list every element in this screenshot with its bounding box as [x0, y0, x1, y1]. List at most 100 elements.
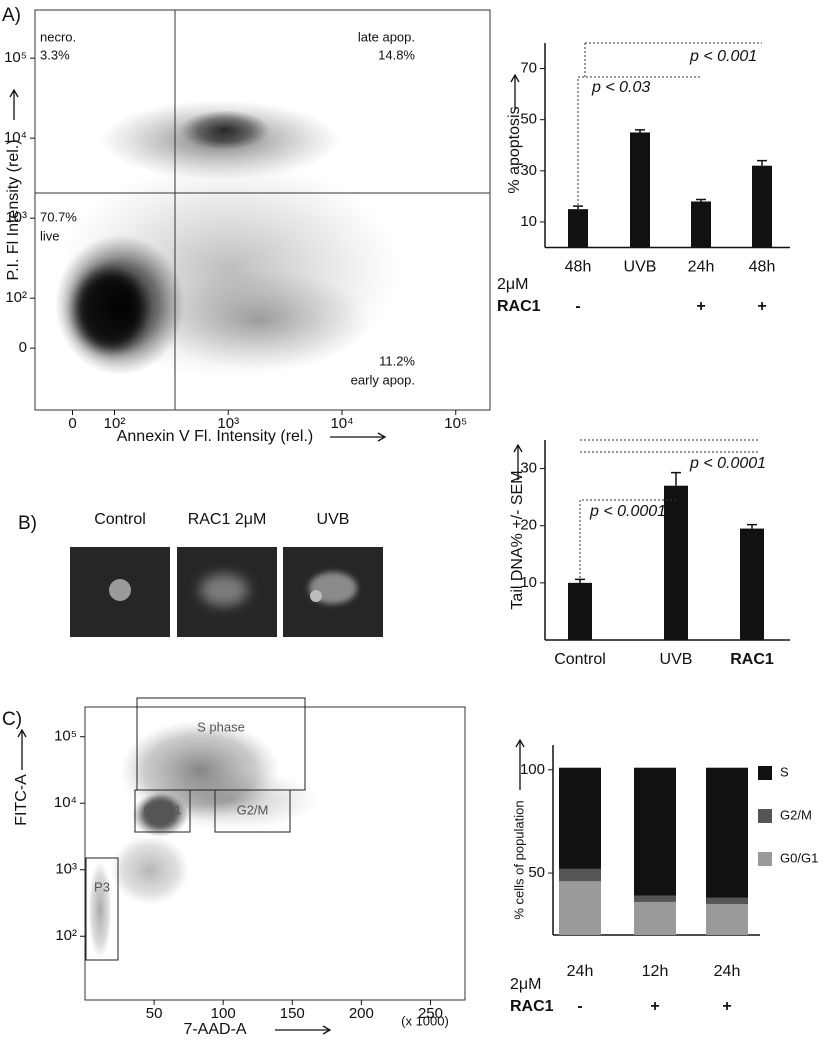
comet-title: RAC1 2μM — [188, 511, 267, 528]
y-tick-label: 10² — [5, 289, 27, 306]
legend-label: G2/M — [780, 807, 812, 822]
legend-swatch — [758, 766, 772, 780]
plot-frame — [34, 9, 491, 411]
bar-segment — [706, 897, 748, 905]
y-axis-label: % apoptosis — [506, 106, 523, 193]
bar-segment — [559, 868, 601, 882]
bar — [568, 209, 588, 248]
x-tick-label: 100 — [211, 1005, 236, 1022]
significance-label: p < 0.001 — [689, 48, 757, 65]
error-bar — [747, 523, 757, 529]
x-tick-label: 200 — [349, 1005, 374, 1022]
y-tick-label: 10 — [520, 213, 537, 230]
error-bar — [573, 205, 583, 210]
significance-line — [577, 76, 700, 205]
x-tick-label: 48h — [749, 259, 776, 276]
treatment-mark: + — [757, 298, 766, 315]
comet-title: UVB — [317, 511, 350, 528]
significance-label: p < 0.0001 — [689, 455, 766, 472]
bar-segment — [706, 767, 748, 898]
x-tick-label: 10² — [104, 415, 126, 432]
treatment-mark: + — [696, 298, 705, 315]
x-tick-label: 50 — [146, 1005, 163, 1022]
flow-density — [88, 720, 320, 960]
x-tick-label: 150 — [280, 1005, 305, 1022]
quadrant-label: 14.8% — [378, 47, 415, 62]
quadrant-label: 11.2% — [379, 353, 415, 368]
error-bar — [575, 578, 585, 583]
bar-segment — [634, 767, 676, 896]
legend-swatch — [758, 852, 772, 866]
error-bar — [671, 471, 681, 486]
x-tick-label: 10⁵ — [444, 415, 467, 432]
x-tick-label: RAC1 — [730, 651, 774, 668]
y-tick-label: 10⁵ — [54, 728, 77, 745]
x-axis-unit: (x 1000) — [401, 1013, 449, 1028]
legend-label: G0/G1 — [780, 850, 818, 865]
y-tick-label: 50 — [528, 864, 545, 881]
y-tick-label: 10³ — [55, 861, 77, 878]
y-tick-label: 10⁴ — [4, 129, 27, 146]
flow-density — [55, 100, 400, 380]
quadrant-label: live — [40, 228, 60, 243]
y-tick-label: 0 — [19, 339, 27, 356]
significance-label: p < 0.0001 — [589, 503, 666, 520]
y-tick-label: 20 — [520, 517, 537, 534]
quadrant-label: 3.3% — [40, 47, 70, 62]
bar — [740, 528, 764, 640]
y-axis-label: FITC-A — [13, 774, 30, 826]
bar — [664, 485, 688, 640]
error-bar — [757, 159, 767, 166]
treatment-mark: - — [575, 298, 580, 315]
y-tick-label: 10 — [520, 574, 537, 591]
bar-segment — [634, 895, 676, 902]
x-axis-label: 7-AAD-A — [183, 1021, 246, 1038]
y-axis-label: P.I. Fl Intensity (rel.) — [5, 139, 22, 280]
panel-label: B) — [18, 513, 37, 534]
gate-label: S phase — [197, 719, 245, 734]
row-label: RAC1 — [497, 298, 541, 315]
y-tick-label: 30 — [520, 162, 537, 179]
gate-label: P3 — [94, 879, 110, 894]
bar — [752, 165, 772, 248]
y-tick-label: 100 — [520, 761, 545, 778]
bar-segment — [559, 767, 601, 869]
gate — [85, 857, 119, 961]
x-tick-label: Control — [554, 651, 606, 668]
x-tick-label: 24h — [688, 259, 715, 276]
error-bar — [635, 129, 645, 133]
y-axis-label: % cells of population — [511, 800, 526, 919]
legend-label: S — [780, 764, 789, 779]
y-axis-label: Tail DNA% +/- SEM — [509, 470, 526, 609]
bar — [630, 132, 650, 248]
axis-arrow-head — [9, 88, 19, 98]
row-label: 2μM — [497, 276, 528, 293]
x-axis-label: Annexin V Fl. Intensity (rel.) — [117, 428, 314, 445]
x-tick-label: 24h — [567, 963, 594, 980]
x-tick-label: 48h — [565, 259, 592, 276]
significance-line — [584, 42, 762, 77]
significance-line — [579, 499, 676, 578]
treatment-mark: + — [650, 998, 659, 1015]
significance-label: p < 0.03 — [591, 79, 650, 96]
row-label: RAC1 — [510, 998, 554, 1015]
comet-head — [310, 590, 322, 602]
y-tick-label: 50 — [520, 111, 537, 128]
y-tick-label: 70 — [520, 60, 537, 77]
x-tick-label: 12h — [642, 963, 669, 980]
treatment-mark: - — [577, 998, 582, 1015]
axis-arrow-head — [377, 432, 387, 442]
y-tick-label: 10⁴ — [54, 794, 77, 811]
comet-tail — [200, 574, 248, 606]
significance-line — [580, 439, 760, 453]
y-tick-label: 10³ — [5, 209, 27, 226]
y-tick-label: 10² — [55, 927, 77, 944]
x-tick-label: UVB — [660, 651, 693, 668]
row-label: 2μM — [510, 976, 541, 993]
plot-frame — [84, 706, 466, 1001]
axis-arrow-head — [513, 443, 523, 453]
gate — [134, 789, 191, 833]
comet-head — [109, 579, 131, 601]
bar — [691, 201, 711, 248]
